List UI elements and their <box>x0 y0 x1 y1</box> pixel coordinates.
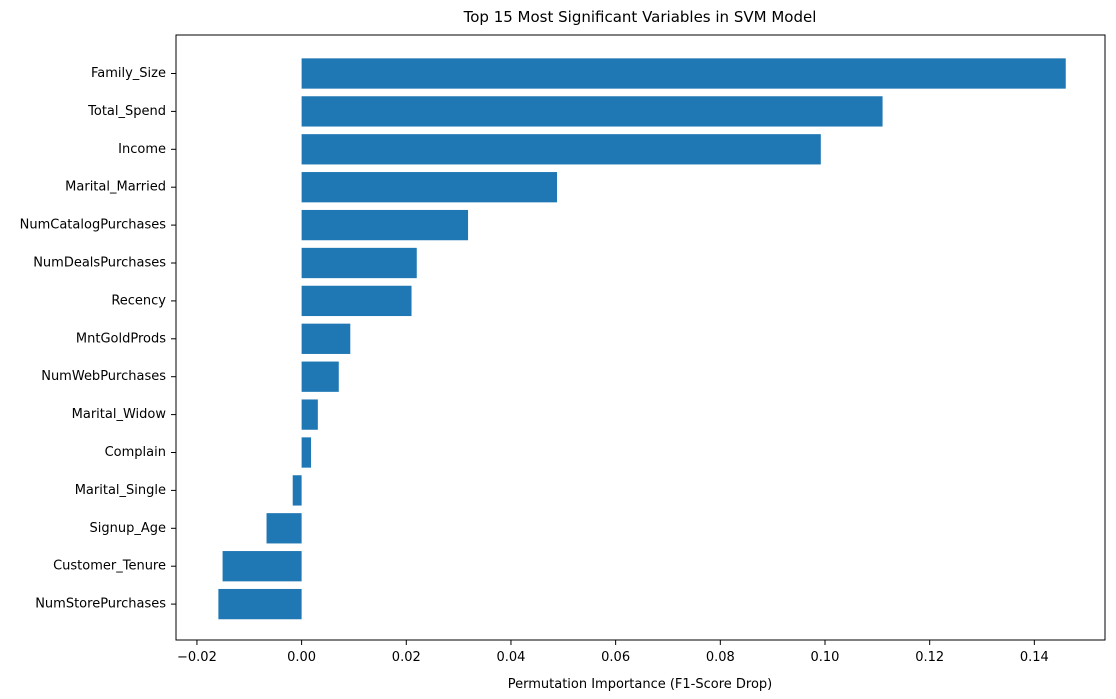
x-tick-label: 0.08 <box>706 650 735 665</box>
x-axis-label: Permutation Importance (F1-Score Drop) <box>508 677 773 692</box>
y-tick-label: NumStorePurchases <box>35 597 166 612</box>
bar-total-spend <box>301 96 883 127</box>
y-tick-label: Marital_Single <box>75 483 166 498</box>
x-tick-label: −0.02 <box>177 650 217 665</box>
y-tick-label: Family_Size <box>91 66 166 81</box>
bar-marital-widow <box>301 399 318 430</box>
bars-group <box>218 58 1066 620</box>
y-tick-label: Income <box>118 142 166 157</box>
bar-family-size <box>301 58 1066 89</box>
x-tick-label: 0.02 <box>392 650 421 665</box>
bar-numdealspurchases <box>301 247 417 279</box>
x-tick-label: 0.06 <box>601 650 630 665</box>
bar-recency <box>301 285 412 317</box>
y-tick-label: Customer_Tenure <box>53 559 166 574</box>
y-tick-label: Marital_Widow <box>72 407 167 422</box>
y-tick-label: NumWebPurchases <box>41 369 166 384</box>
bar-marital-single <box>292 475 302 506</box>
plot-frame <box>175 34 1106 641</box>
y-tick-label: Recency <box>111 293 166 308</box>
x-tick-label: 0.10 <box>811 650 840 665</box>
x-tick-label: 0.14 <box>1020 650 1049 665</box>
y-tick-label: MntGoldProds <box>76 331 166 346</box>
bar-marital-married <box>301 172 558 203</box>
x-tick-label: 0.00 <box>287 650 316 665</box>
y-tick-label: Marital_Married <box>65 180 166 195</box>
x-tick-label: 0.04 <box>496 650 525 665</box>
y-axis: Family_Size Total_Spend Income Marital_Marr… <box>20 66 176 612</box>
bar-customer-tenure <box>222 551 302 582</box>
bar-numcatalogpurchases <box>301 209 469 241</box>
x-axis: −0.02 0.00 0.02 0.04 0.06 0.08 0.10 0.12 0.14 <box>177 640 1049 665</box>
y-tick-label: NumCatalogPurchases <box>20 218 167 233</box>
x-tick-label: 0.12 <box>915 650 944 665</box>
bar-numstorepurchases <box>218 588 302 620</box>
bar-signup-age <box>266 513 302 544</box>
bar-income <box>301 134 821 165</box>
y-tick-label: Complain <box>105 445 166 460</box>
chart-title: Top 15 Most Significant Variables in SVM… <box>463 8 817 26</box>
bar-mntgoldprods <box>301 323 351 354</box>
y-tick-label: NumDealsPurchases <box>33 256 166 271</box>
bar-complain <box>301 437 312 468</box>
bar-numwebpurchases <box>301 361 339 392</box>
y-tick-label: Total_Spend <box>87 104 166 119</box>
y-tick-label: Signup_Age <box>90 521 167 536</box>
